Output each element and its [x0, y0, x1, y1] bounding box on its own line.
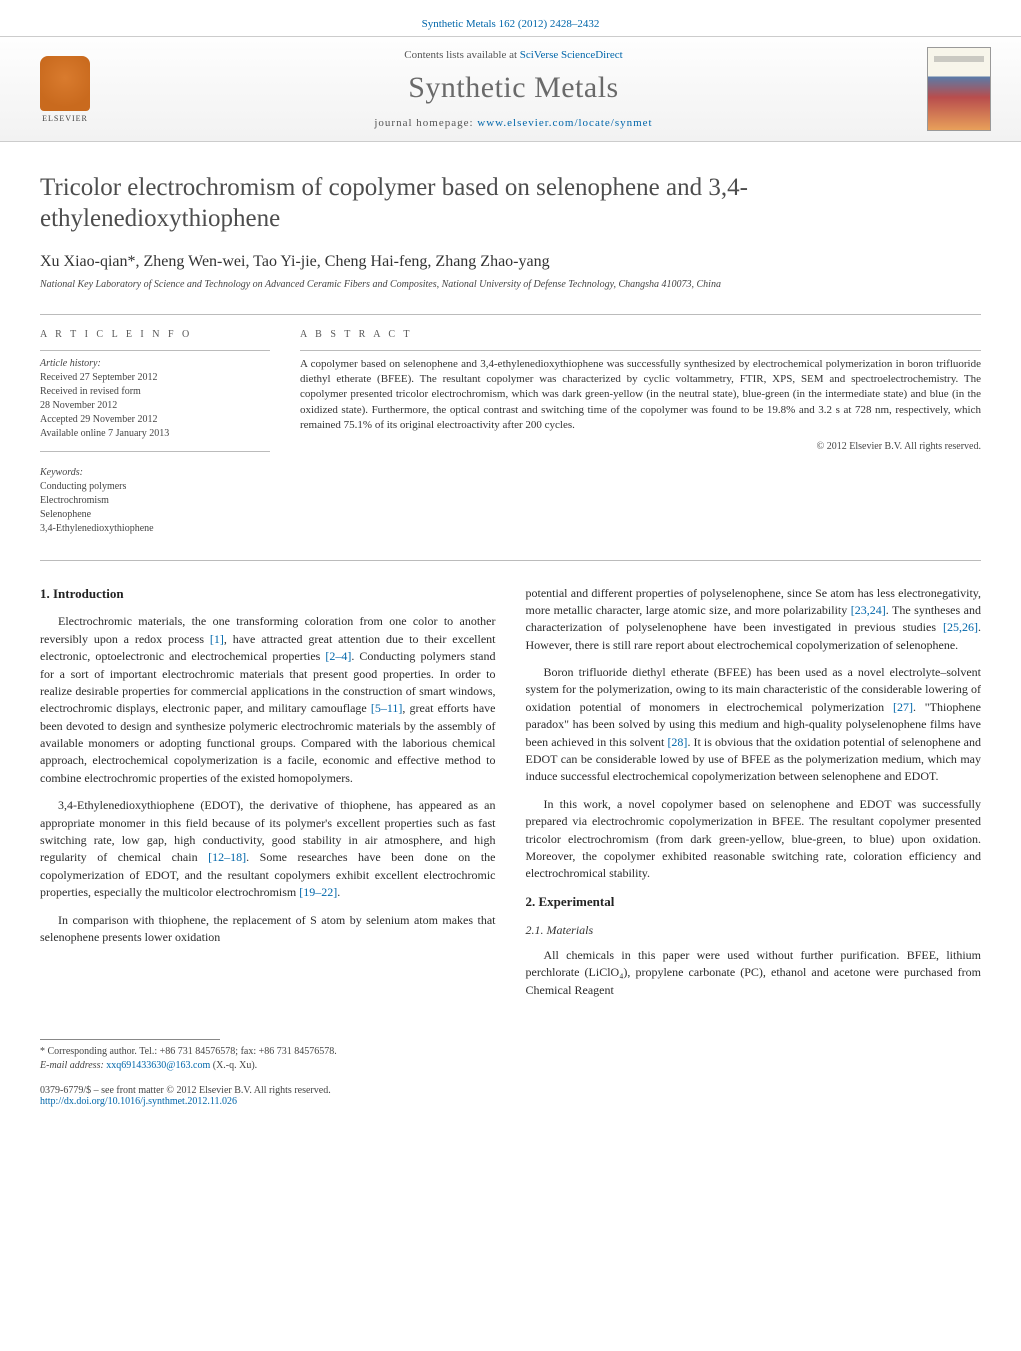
citation-text: Synthetic Metals 162 (2012) 2428–2432: [422, 18, 600, 30]
publisher-name: ELSEVIER: [42, 114, 88, 123]
cite-link[interactable]: [23,24]: [851, 603, 886, 617]
issn-block: 0379-6779/$ – see front matter © 2012 El…: [40, 1085, 981, 1107]
copyright-line: © 2012 Elsevier B.V. All rights reserved…: [300, 441, 981, 452]
divider: [40, 560, 981, 561]
article-info-label: A R T I C L E I N F O: [40, 329, 270, 340]
cite-link[interactable]: [5–11]: [371, 701, 403, 715]
cite-link[interactable]: [19–22]: [299, 885, 337, 899]
contents-line: Contents lists available at SciVerse Sci…: [100, 49, 927, 61]
paragraph: Electrochromic materials, the one transf…: [40, 613, 496, 787]
section-2-1-title: 2.1. Materials: [526, 922, 982, 939]
elsevier-tree-icon: [40, 56, 90, 111]
homepage-prefix: journal homepage:: [374, 117, 477, 129]
keyword: 3,4-Ethylenedioxythiophene: [40, 522, 270, 536]
paragraph: potential and different properties of po…: [526, 585, 982, 655]
footnote-rule: [40, 1039, 220, 1040]
paragraph: In this work, a novel copolymer based on…: [526, 796, 982, 883]
publisher-logo: ELSEVIER: [30, 49, 100, 129]
meta-row: A R T I C L E I N F O Article history: R…: [0, 329, 1021, 546]
cite-link[interactable]: [12–18]: [208, 850, 246, 864]
keyword: Conducting polymers: [40, 480, 270, 494]
section-1-title: 1. Introduction: [40, 585, 496, 604]
article-title: Tricolor electrochromism of copolymer ba…: [40, 172, 981, 235]
email-label: E-mail address:: [40, 1060, 106, 1071]
homepage-line: journal homepage: www.elsevier.com/locat…: [100, 117, 927, 129]
hist-revised1: Received in revised form: [40, 385, 270, 399]
hist-received: Received 27 September 2012: [40, 371, 270, 385]
history-head: Article history:: [40, 357, 270, 371]
issn-line: 0379-6779/$ – see front matter © 2012 El…: [40, 1085, 981, 1096]
affiliation: National Key Laboratory of Science and T…: [40, 279, 981, 290]
sub-divider: [40, 350, 270, 351]
running-head: Synthetic Metals 162 (2012) 2428–2432: [0, 0, 1021, 36]
corresponding-author: * Corresponding author. Tel.: +86 731 84…: [40, 1046, 981, 1057]
cite-link[interactable]: [1]: [210, 632, 224, 646]
email-tail: (X.-q. Xu).: [210, 1060, 257, 1071]
divider: [40, 314, 981, 315]
sub-divider: [40, 451, 270, 452]
doi-link[interactable]: http://dx.doi.org/10.1016/j.synthmet.201…: [40, 1096, 237, 1107]
abstract-label: A B S T R A C T: [300, 329, 981, 340]
contents-prefix: Contents lists available at: [404, 49, 519, 61]
author-list: Xu Xiao-qian*, Zheng Wen-wei, Tao Yi-jie…: [40, 253, 981, 271]
keyword: Selenophene: [40, 508, 270, 522]
paragraph: Boron trifluoride diethyl etherate (BFEE…: [526, 664, 982, 786]
section-2-title: 2. Experimental: [526, 893, 982, 912]
paragraph: All chemicals in this paper were used wi…: [526, 947, 982, 999]
right-column: potential and different properties of po…: [526, 585, 982, 1010]
paragraph: 3,4-Ethylenedioxythiophene (EDOT), the d…: [40, 797, 496, 901]
hist-accepted: Accepted 29 November 2012: [40, 413, 270, 427]
cite-link[interactable]: [27]: [893, 700, 913, 714]
email-link[interactable]: xxq691433630@163.com: [106, 1060, 210, 1071]
article-header: Tricolor electrochromism of copolymer ba…: [0, 142, 1021, 300]
hist-online: Available online 7 January 2013: [40, 427, 270, 441]
abstract-text: A copolymer based on selenophene and 3,4…: [300, 357, 981, 434]
keywords-head: Keywords:: [40, 466, 270, 480]
journal-block: Contents lists available at SciVerse Sci…: [100, 49, 927, 129]
doi-line: http://dx.doi.org/10.1016/j.synthmet.201…: [40, 1096, 981, 1107]
cite-link[interactable]: [2–4]: [325, 649, 351, 663]
cite-link[interactable]: [25,26]: [943, 620, 978, 634]
email-line: E-mail address: xxq691433630@163.com (X.…: [40, 1060, 981, 1071]
paragraph: In comparison with thiophene, the replac…: [40, 912, 496, 947]
body-columns: 1. Introduction Electrochromic materials…: [0, 575, 1021, 1030]
journal-cover-thumbnail: [927, 47, 991, 131]
keyword: Electrochromism: [40, 494, 270, 508]
sub-divider: [300, 350, 981, 351]
homepage-url[interactable]: www.elsevier.com/locate/synmet: [477, 117, 652, 129]
sciencedirect-link[interactable]: SciVerse ScienceDirect: [520, 49, 623, 61]
footer: * Corresponding author. Tel.: +86 731 84…: [0, 1029, 1021, 1137]
journal-info-bar: ELSEVIER Contents lists available at Sci…: [0, 36, 1021, 142]
abstract-block: A B S T R A C T A copolymer based on sel…: [300, 329, 981, 536]
hist-revised2: 28 November 2012: [40, 399, 270, 413]
cite-link[interactable]: [28]: [667, 735, 687, 749]
journal-name: Synthetic Metals: [100, 71, 927, 105]
article-info-block: A R T I C L E I N F O Article history: R…: [40, 329, 270, 536]
left-column: 1. Introduction Electrochromic materials…: [40, 585, 496, 1010]
